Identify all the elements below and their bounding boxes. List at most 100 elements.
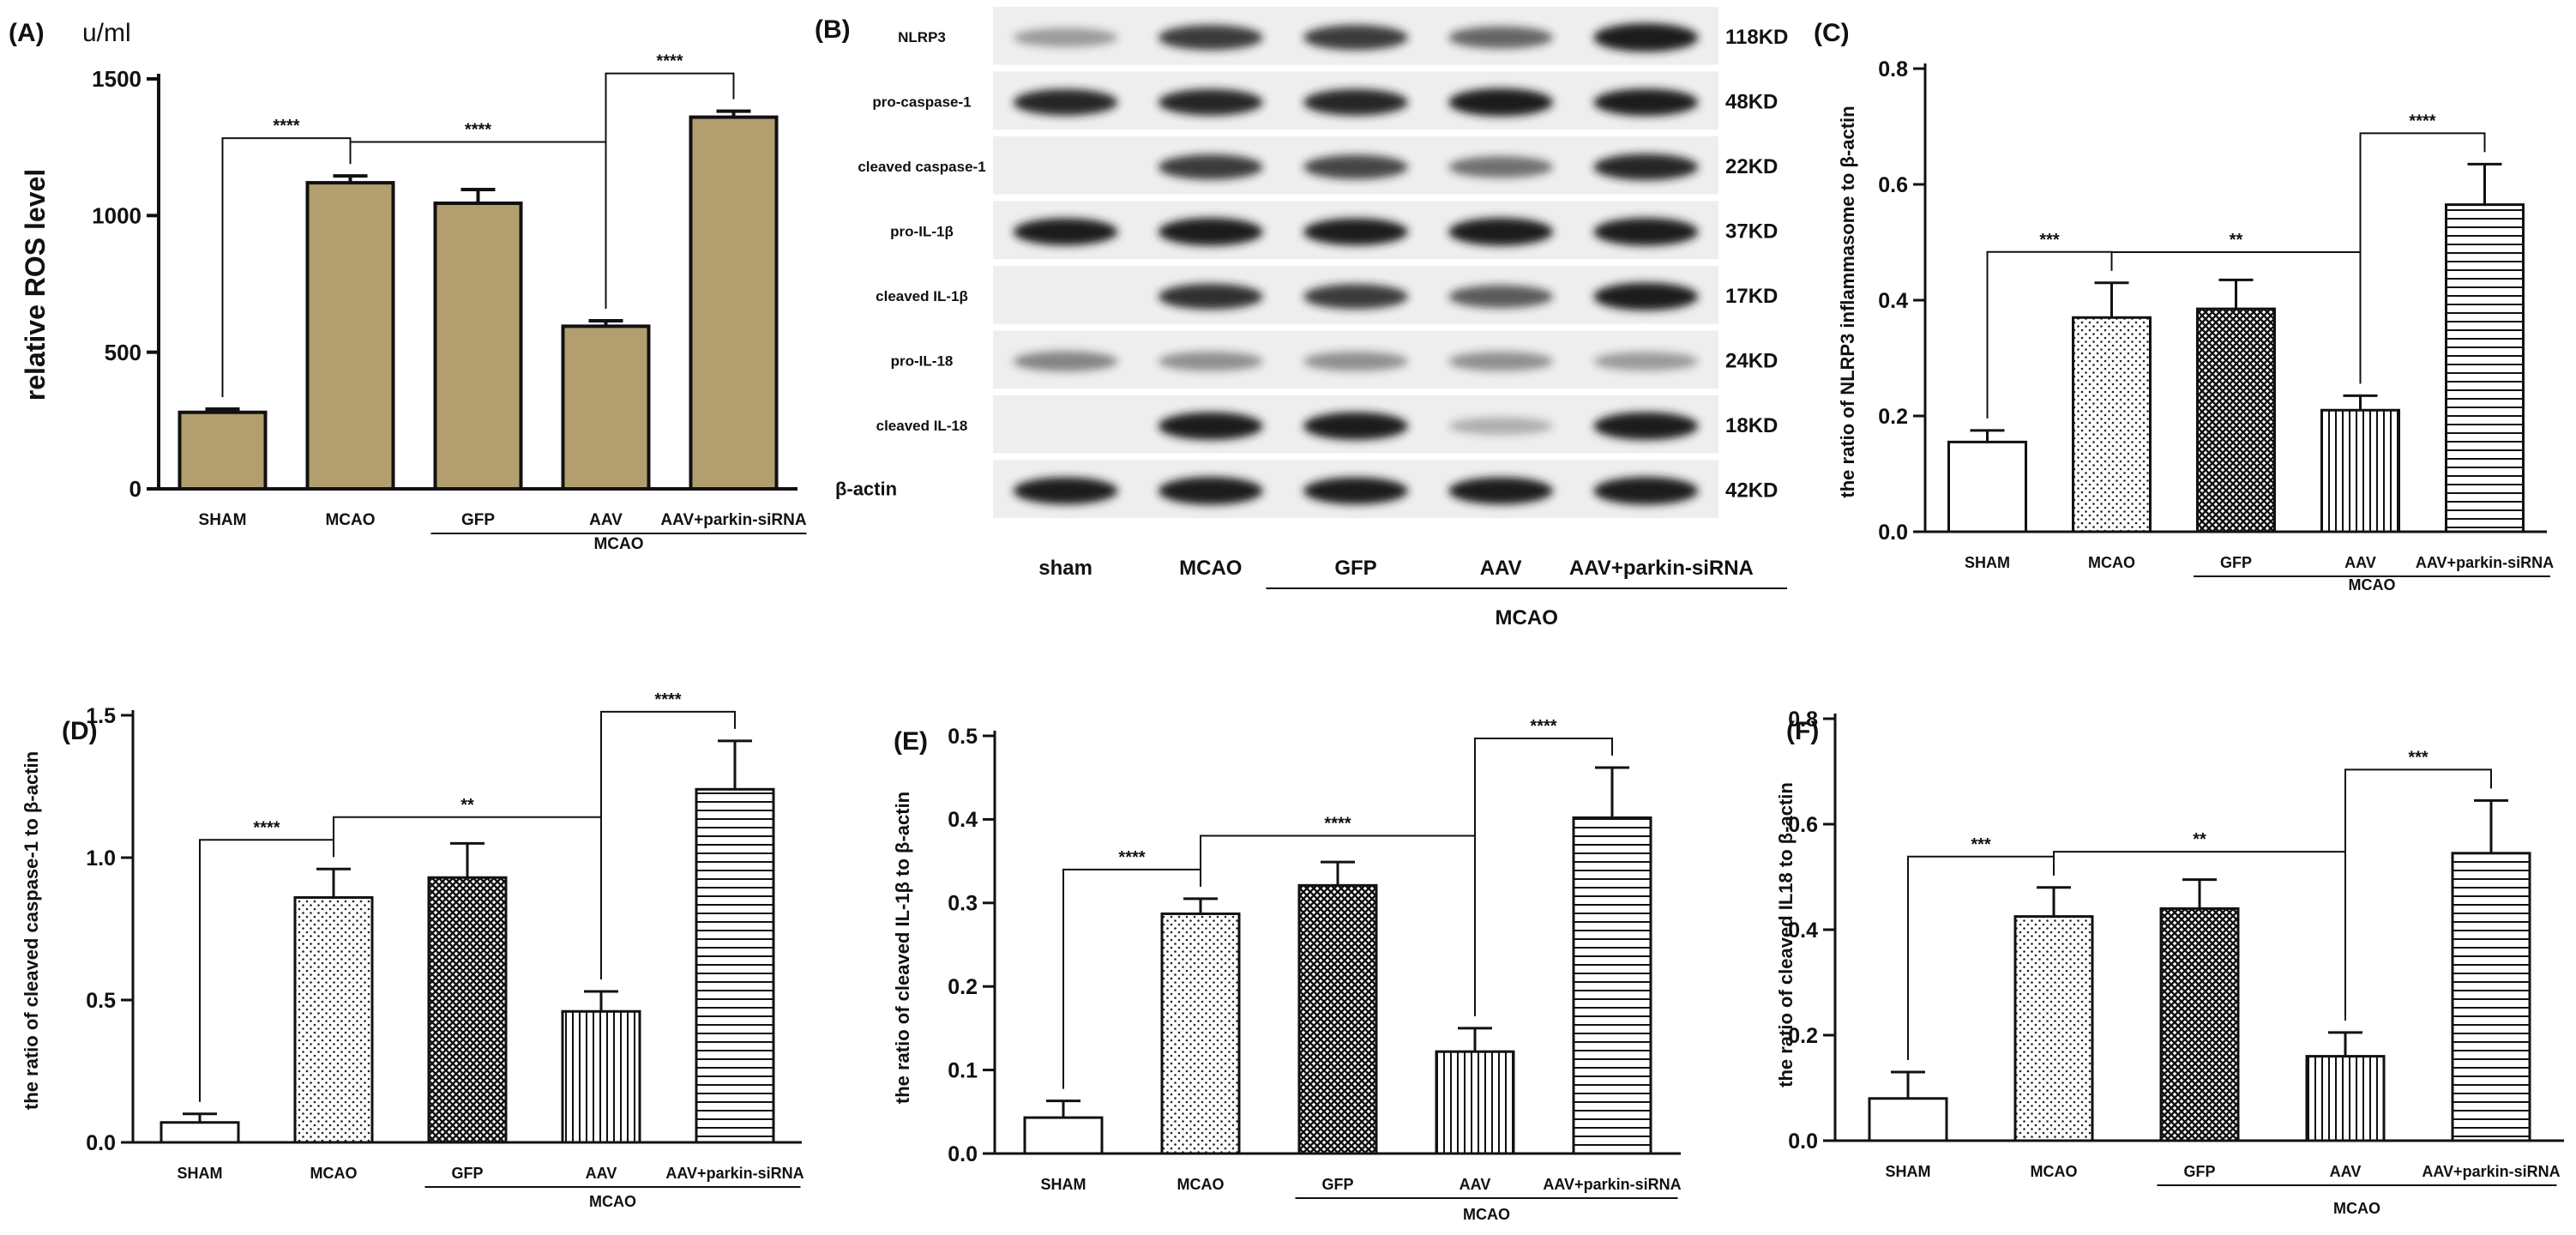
blot-band	[1158, 412, 1263, 440]
x-category-label: SHAM	[1886, 1163, 1931, 1180]
blot-band	[1158, 154, 1263, 180]
x-category-label: MCAO	[2031, 1163, 2078, 1180]
bar	[1435, 1050, 1515, 1155]
lane-label: AAV	[1480, 557, 1522, 580]
x-category-label: GFP	[2220, 554, 2252, 571]
x-category-label: AAV	[1460, 1176, 1491, 1193]
blot-band	[1303, 154, 1408, 179]
y-tick-label: 0.0	[86, 1131, 116, 1155]
bar	[2072, 316, 2152, 533]
blot-band	[1013, 88, 1118, 116]
blot-band	[1303, 477, 1408, 505]
y-tick-label: 0.4	[1878, 289, 1908, 313]
panel-a: (A) u/ml relative ROS level 0 500 1000 1500 SHA…	[9, 19, 807, 553]
protein-label: pro-IL-1β	[890, 223, 954, 239]
y-tick-label: 0.5	[948, 725, 978, 749]
panel-label: (B)	[815, 15, 851, 44]
significance-label: ****	[1118, 848, 1145, 867]
protein-label: pro-caspase-1	[872, 93, 971, 110]
bar	[1947, 440, 2027, 533]
x-category-label: AAV+parkin-siRNA	[2416, 554, 2554, 571]
blot-band	[1013, 27, 1118, 47]
significance-bracket	[605, 72, 735, 310]
band-size-label: 17KD	[1725, 285, 1778, 308]
protein-label: pro-IL-18	[891, 352, 954, 369]
y-tick-label: 1.5	[86, 704, 116, 728]
x-category-label: GFP	[2183, 1163, 2215, 1180]
blot-band	[1013, 351, 1118, 372]
blot-band	[1448, 477, 1554, 505]
y-tick-label: 0.4	[948, 808, 978, 832]
x-category-label: MCAO	[325, 511, 375, 529]
panel-c: (C) the ratio of NLRP3 inflammasome to β-…	[1814, 19, 2554, 593]
x-category-label: GFP	[461, 511, 495, 529]
x-category-label: AAV+parkin-siRNA	[665, 1165, 803, 1182]
group-label: MCAO	[2333, 1200, 2380, 1217]
y-tick-label: 500	[105, 340, 141, 365]
bar	[1160, 912, 1241, 1155]
bar	[2445, 203, 2525, 533]
blot-band	[1593, 352, 1699, 371]
bar	[427, 876, 508, 1144]
y-tick-label: 0.2	[948, 975, 978, 999]
x-category-label: GFP	[1321, 1176, 1353, 1193]
y-tick-label: 0.2	[1878, 405, 1908, 429]
lane-label: GFP	[1334, 557, 1376, 580]
x-category-label: MCAO	[1177, 1176, 1225, 1193]
x-category-label: AAV	[589, 511, 623, 529]
blot-band	[1303, 25, 1408, 51]
y-tick-label: 1500	[92, 66, 141, 92]
y-tick-label: 0.0	[948, 1142, 978, 1166]
blot-band	[1593, 88, 1699, 117]
blot-band	[1593, 282, 1699, 310]
blot-band	[1303, 88, 1408, 116]
band-size-label: 37KD	[1725, 220, 1778, 243]
panel-e: (E) the ratio of cleaved IL-1β to β-actin…	[892, 717, 1682, 1223]
protein-label: cleaved IL-1β	[876, 288, 968, 304]
x-category-label: SHAM	[199, 511, 247, 529]
group-label: MCAO	[1463, 1206, 1510, 1223]
band-size-label: 118KD	[1725, 26, 1788, 49]
band-size-label: 18KD	[1725, 414, 1778, 437]
group-label: MCAO	[2349, 576, 2396, 593]
x-category-label: AAV	[586, 1165, 617, 1182]
y-tick-label: 0.0	[1788, 1130, 1818, 1154]
blot-band	[1013, 218, 1118, 246]
bar	[2196, 307, 2276, 533]
x-category-label: AAV+parkin-siRNA	[2422, 1163, 2560, 1180]
blot-band	[1593, 154, 1699, 181]
y-tick-label: 0.3	[948, 892, 978, 916]
significance-bracket	[1474, 738, 1613, 1016]
blot-band	[1303, 351, 1408, 371]
bar	[2159, 907, 2240, 1142]
significance-bracket	[2359, 132, 2486, 384]
significance-bracket	[600, 710, 736, 980]
blot-band	[1448, 417, 1554, 435]
y-tick-label: 0.4	[1788, 919, 1818, 943]
y-tick-label: 0.2	[1788, 1024, 1818, 1048]
x-category-label: GFP	[451, 1165, 483, 1182]
band-size-label: 48KD	[1725, 90, 1778, 113]
panel-label: (F)	[1786, 717, 1819, 745]
bar	[1572, 816, 1652, 1155]
significance-label: ****	[1324, 814, 1351, 833]
significance-label: **	[2193, 830, 2206, 849]
bar	[1297, 883, 1378, 1155]
group-label: MCAO	[593, 535, 643, 553]
significance-label: ****	[1530, 717, 1556, 736]
y-axis-label: relative ROS level	[20, 169, 51, 401]
bar	[689, 115, 779, 491]
blot-band	[1158, 477, 1263, 505]
significance-label: **	[460, 796, 474, 815]
bar	[433, 201, 523, 491]
significance-label: **	[2230, 231, 2243, 250]
y-axis-label: the ratio of cleaved caspase-1 to β-acti…	[21, 751, 42, 1110]
panel-b: (B) NLRP3 118KD pro-caspase-1 48KD cleaved ca…	[815, 7, 1788, 630]
blot-band	[1593, 412, 1699, 440]
blot-band	[1303, 218, 1408, 246]
blot-band	[1448, 351, 1554, 371]
significance-label: ****	[656, 52, 683, 71]
blot-band	[1158, 25, 1263, 51]
y-tick-label: 0.1	[948, 1058, 978, 1082]
